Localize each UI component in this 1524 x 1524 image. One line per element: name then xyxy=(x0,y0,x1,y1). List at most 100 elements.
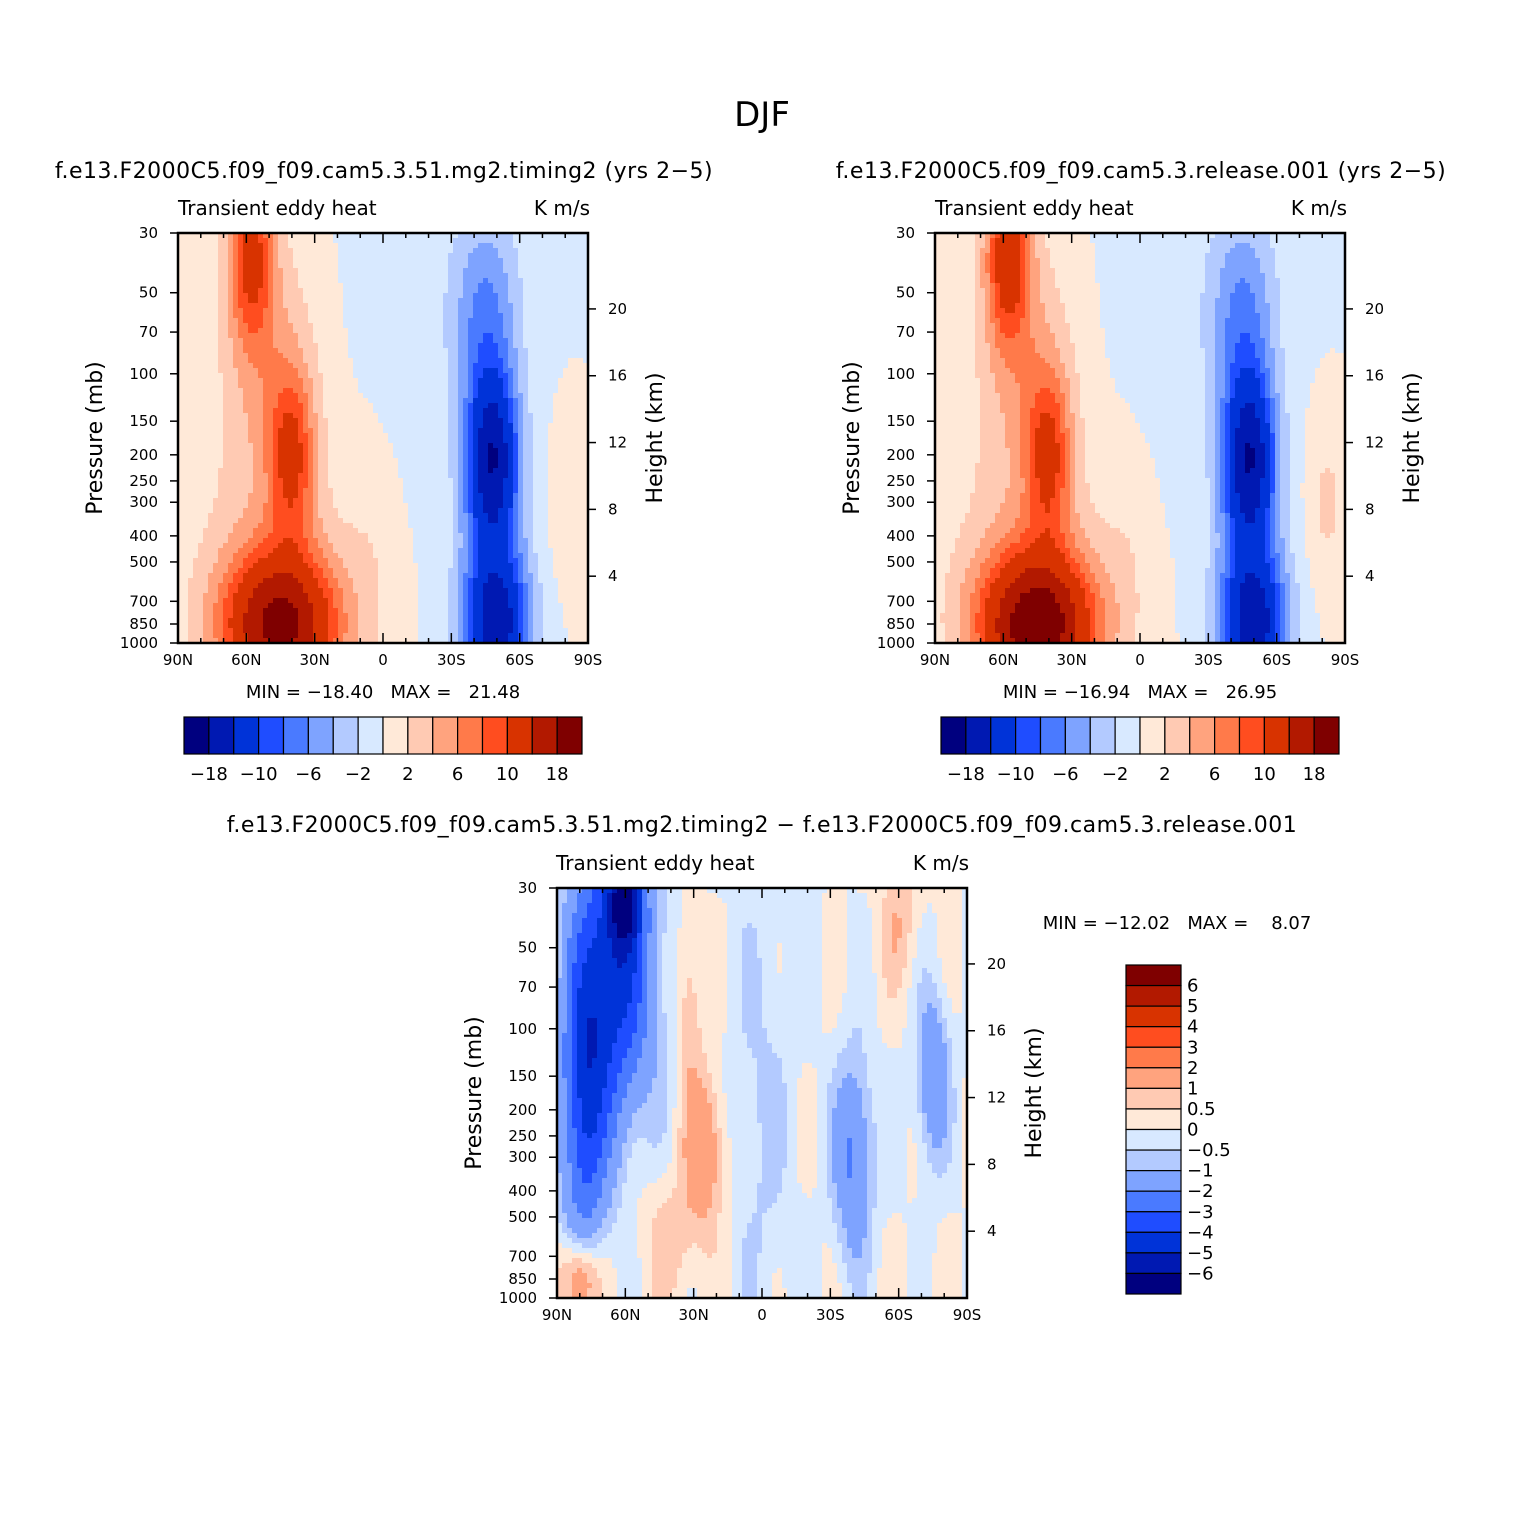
heatmap-cell xyxy=(543,438,549,444)
heatmap-cell xyxy=(488,468,494,474)
heatmap-cell xyxy=(528,273,534,279)
heatmap-cell xyxy=(188,528,194,534)
heatmap-cell xyxy=(283,303,289,309)
heatmap-cell xyxy=(453,263,459,269)
heatmap-cell xyxy=(573,243,579,249)
heatmap-cell xyxy=(388,428,394,434)
heatmap-cell xyxy=(348,398,354,404)
heatmap-cell xyxy=(293,513,299,519)
heatmap-cell xyxy=(253,418,259,424)
heatmap-cell xyxy=(353,398,359,404)
heatmap-cell xyxy=(288,503,294,509)
heatmap-cell xyxy=(208,313,214,319)
heatmap-cell xyxy=(413,393,419,399)
heatmap-cell xyxy=(458,468,464,474)
heatmap-cell xyxy=(253,348,259,354)
heatmap-cell xyxy=(258,448,264,454)
heatmap-cell xyxy=(408,233,414,239)
heatmap-cell xyxy=(313,403,319,409)
heatmap-cell xyxy=(503,438,509,444)
heatmap-cell xyxy=(238,328,244,334)
heatmap-cell xyxy=(273,353,279,359)
heatmap-cell xyxy=(458,323,464,329)
heatmap-cell xyxy=(413,433,419,439)
heatmap-cell xyxy=(408,523,414,529)
heatmap-cell xyxy=(403,258,409,264)
heatmap-cell xyxy=(423,343,429,349)
heatmap-cell xyxy=(518,428,524,434)
heatmap-cell xyxy=(503,258,509,264)
heatmap-cell xyxy=(483,423,489,429)
heatmap-cell xyxy=(408,383,414,389)
heatmap-cell xyxy=(363,443,369,449)
heatmap-cell xyxy=(428,273,434,279)
heatmap-cell xyxy=(198,298,204,304)
heatmap-cell xyxy=(563,238,569,244)
heatmap-cell xyxy=(393,523,399,529)
heatmap-cell xyxy=(338,298,344,304)
heatmap-cell xyxy=(238,468,244,474)
heatmap-cell xyxy=(428,463,434,469)
heatmap-cell xyxy=(283,513,289,519)
heatmap-cell xyxy=(393,388,399,394)
heatmap-cell xyxy=(218,388,224,394)
heatmap-cell xyxy=(358,458,364,464)
heatmap-cell xyxy=(533,328,539,334)
heatmap-cell xyxy=(348,528,354,534)
heatmap-cell xyxy=(188,333,194,339)
heatmap-cell xyxy=(198,398,204,404)
heatmap-cell xyxy=(398,263,404,269)
heatmap-cell xyxy=(383,328,389,334)
heatmap-cell xyxy=(213,493,219,499)
heatmap-cell xyxy=(563,403,569,409)
heatmap-cell xyxy=(453,328,459,334)
heatmap-cell xyxy=(208,433,214,439)
heatmap-cell xyxy=(283,458,289,464)
heatmap-cell xyxy=(198,418,204,424)
heatmap-cell xyxy=(323,293,329,299)
heatmap-cell xyxy=(313,483,319,489)
heatmap-cell xyxy=(548,523,554,529)
heatmap-cell xyxy=(238,473,244,479)
heatmap-cell xyxy=(243,453,249,459)
heatmap-cell xyxy=(203,398,209,404)
heatmap-cell xyxy=(253,488,259,494)
heatmap-cell xyxy=(568,248,574,254)
heatmap-cell xyxy=(463,433,469,439)
heatmap-cell xyxy=(253,283,259,289)
heatmap-cell xyxy=(253,343,259,349)
heatmap-cell xyxy=(283,403,289,409)
heatmap-cell xyxy=(488,428,494,434)
heatmap-cell xyxy=(328,403,334,409)
heatmap-cell xyxy=(388,298,394,304)
heatmap-cell xyxy=(273,273,279,279)
heatmap-cell xyxy=(278,403,284,409)
heatmap-cell xyxy=(268,423,274,429)
heatmap-cell xyxy=(253,433,259,439)
heatmap-cell xyxy=(453,473,459,479)
heatmap-cell xyxy=(238,428,244,434)
heatmap-cell xyxy=(333,248,339,254)
heatmap-cell xyxy=(538,273,544,279)
heatmap-cell xyxy=(473,253,479,259)
heatmap-cell xyxy=(363,393,369,399)
heatmap-cell xyxy=(463,423,469,429)
heatmap-cell xyxy=(348,293,354,299)
heatmap-cell xyxy=(463,368,469,374)
heatmap-cell xyxy=(578,383,584,389)
heatmap-cell xyxy=(558,238,564,244)
heatmap-cell xyxy=(233,353,239,359)
heatmap-cell xyxy=(478,373,484,379)
heatmap-cell xyxy=(213,343,219,349)
heatmap-cell xyxy=(193,398,199,404)
heatmap-cell xyxy=(413,343,419,349)
heatmap-cell xyxy=(368,308,374,314)
heatmap-cell xyxy=(303,518,309,524)
heatmap-cell xyxy=(183,393,189,399)
heatmap-cell xyxy=(473,298,479,304)
heatmap-cell xyxy=(283,518,289,524)
heatmap-cell xyxy=(338,533,344,539)
heatmap-cell xyxy=(338,308,344,314)
heatmap-cell xyxy=(358,443,364,449)
heatmap-cell xyxy=(248,293,254,299)
